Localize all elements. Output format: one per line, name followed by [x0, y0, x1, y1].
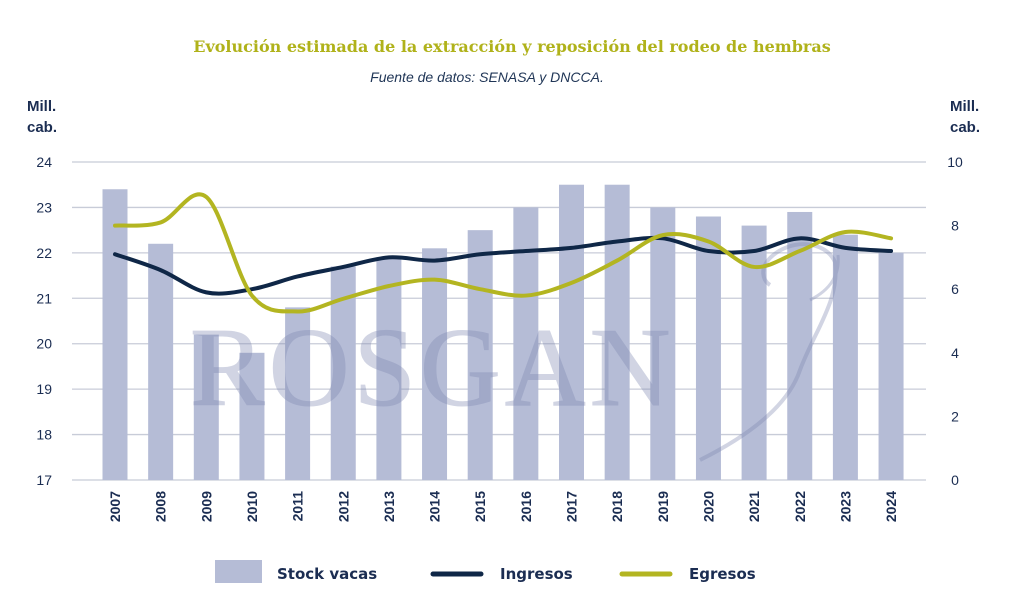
x-axis-ticks: 2007 2008 2009 2010 2011 2012 2013 2014 2015 2016…: [107, 491, 899, 522]
x-tick-label: 2024: [883, 491, 899, 522]
watermark-logo: ROSGAN: [190, 242, 840, 462]
y-left-tick-label: 23: [36, 199, 52, 215]
x-tick-label: 2011: [290, 491, 306, 522]
legend: Stock vacas Ingresos Egresos: [215, 560, 756, 583]
chart-title: Evolución estimada de la extracción y re…: [193, 37, 831, 56]
x-tick-label: 2008: [153, 491, 169, 522]
line-egresos: [113, 192, 894, 314]
chart-subtitle: Fuente de datos: SENASA y DNCCA.: [370, 69, 604, 85]
bar-2011: [285, 307, 311, 480]
bar-2013: [376, 257, 402, 480]
y-right-tick-label: 2: [951, 408, 959, 424]
y-left-tick-label: 24: [36, 154, 52, 170]
bar-2014: [422, 248, 448, 480]
watermark-bull-horn: [809, 254, 840, 302]
watermark-text: ROSGAN: [190, 306, 675, 430]
x-tick-label: 2015: [472, 491, 488, 522]
x-tick-label: 2023: [837, 491, 853, 522]
y-left-tick-label: 19: [36, 381, 52, 397]
legend-label: Ingresos: [500, 565, 573, 583]
y-left-tick-label: 17: [36, 472, 52, 488]
y-right-tick-label: 8: [951, 218, 959, 234]
y-right-tick-label: 10: [947, 154, 963, 170]
bar-2008: [148, 243, 174, 480]
x-tick-label: 2021: [746, 491, 762, 522]
y-left-tick-label: 22: [36, 245, 52, 261]
series-lines: [113, 192, 894, 314]
x-tick-label: 2017: [564, 491, 580, 522]
bar-2018: [604, 184, 630, 480]
bar-2020: [695, 216, 721, 480]
y-left-tick-label: 20: [36, 336, 52, 352]
bar-2007: [102, 189, 128, 480]
x-tick-label: 2009: [198, 491, 214, 522]
x-tick-label: 2013: [381, 491, 397, 522]
bar-2015: [467, 230, 493, 480]
x-tick-label: 2016: [518, 491, 534, 522]
y-left-tick-label: 18: [36, 427, 52, 443]
bar-2009: [193, 334, 219, 480]
bar-2017: [559, 184, 584, 480]
x-tick-label: 2019: [655, 491, 671, 522]
left-axis-unit-label: Mill. cab.: [27, 98, 58, 136]
x-tick-label: 2010: [244, 491, 260, 522]
right-axis-unit-label: Mill. cab.: [950, 98, 981, 136]
legend-swatch-stock-vacas: [215, 560, 262, 583]
bar-2023: [832, 234, 858, 480]
bar-2024: [878, 252, 904, 480]
bar-2010: [239, 352, 265, 480]
legend-label: Egresos: [689, 565, 756, 583]
x-tick-label: 2012: [335, 491, 351, 522]
y-right-tick-label: 0: [951, 472, 959, 488]
x-tick-label: 2020: [700, 491, 716, 522]
x-tick-label: 2018: [609, 491, 625, 522]
x-tick-label: 2007: [107, 491, 123, 522]
x-tick-label: 2022: [792, 491, 808, 522]
watermark-bull-head: [699, 242, 838, 462]
x-tick-label: 2014: [427, 491, 443, 522]
y-axis-left-ticks: 24 23 22 21 20 19 18 17: [36, 154, 52, 488]
bars-stock-vacas: [102, 184, 904, 480]
y-right-tick-label: 6: [951, 281, 959, 297]
y-right-tick-label: 4: [951, 345, 959, 361]
y-left-tick-label: 21: [36, 290, 52, 306]
bar-2019: [650, 207, 676, 480]
y-axis-right-ticks: 10 8 6 4 2 0: [947, 154, 963, 488]
legend-label: Stock vacas: [277, 565, 377, 583]
